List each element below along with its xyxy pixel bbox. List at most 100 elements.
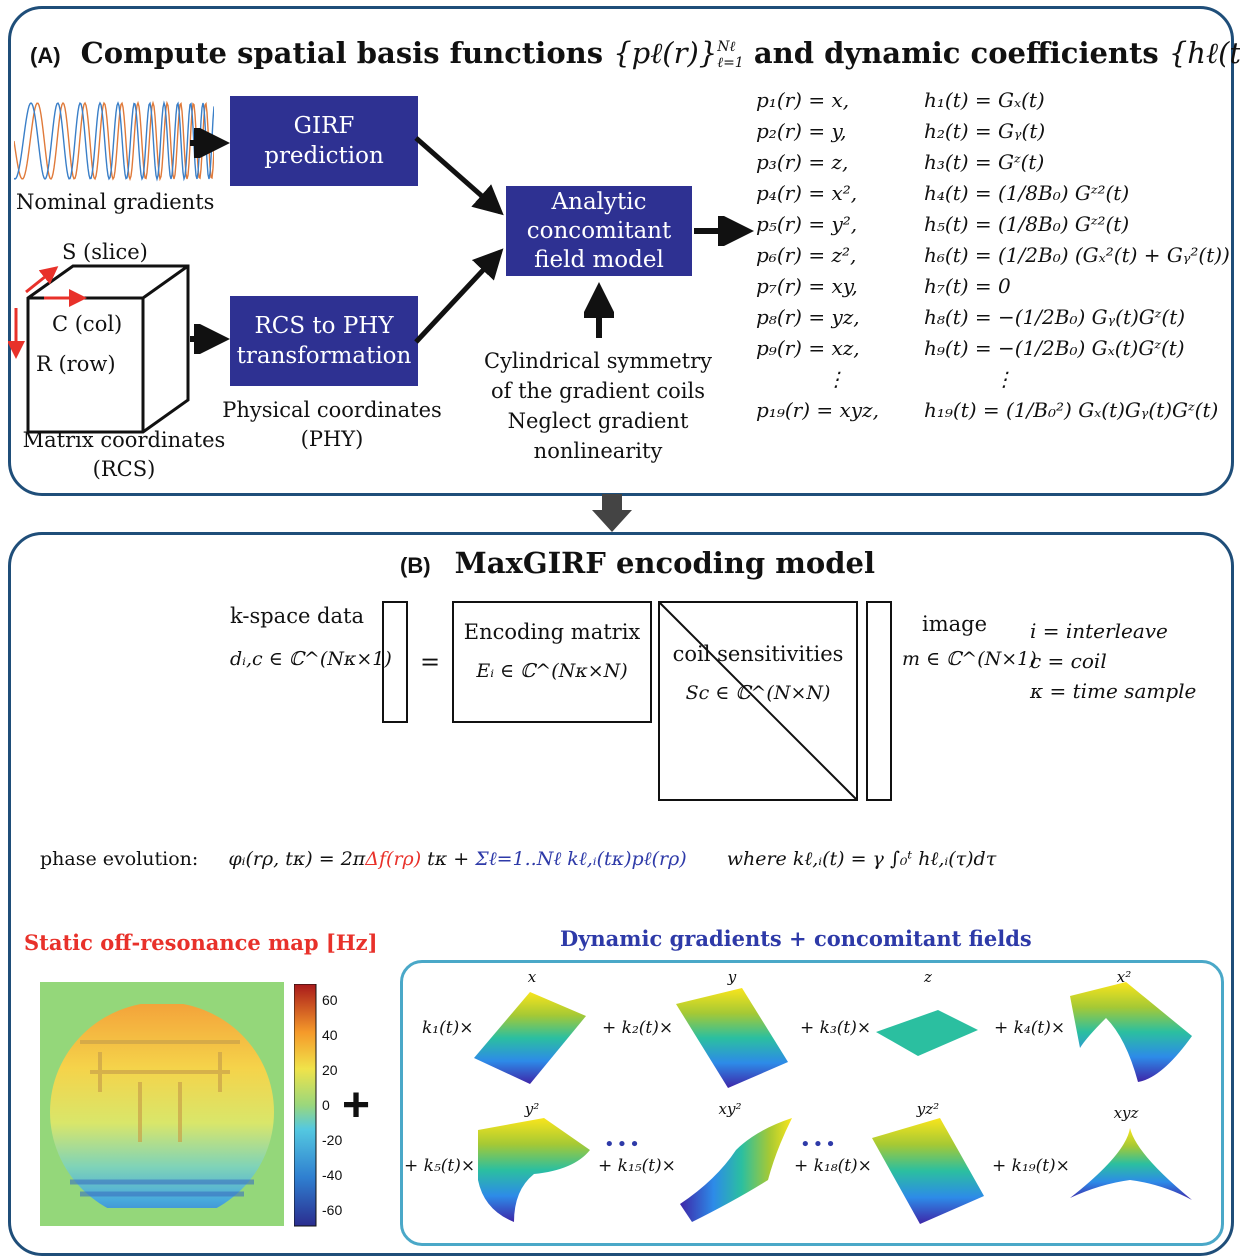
assumption-line4: nonlinearity <box>533 439 663 463</box>
term-k3: + k₃(t)× <box>800 1018 872 1038</box>
offres-title: Static off-resonance map [Hz] <box>24 930 378 955</box>
slice-axis-label: S (slice) <box>62 240 148 264</box>
matrix-coords-line2: (RCS) <box>92 457 156 481</box>
surface-y2 <box>478 1118 590 1222</box>
equals-sign: = <box>420 648 441 676</box>
basis-h-19: h₁₉(t) = (1/B₀²) Gₓ(t)Gᵧ(t)Gᶻ(t) <box>924 398 1219 422</box>
basis-p-2: p₂(r) = y, <box>756 119 847 143</box>
panel-a-title-mid: and dynamic coefficients <box>753 36 1159 70</box>
colorbar-tick-40: 40 <box>322 1027 338 1043</box>
rcs-box-line1: RCS to PHY <box>254 313 394 339</box>
assumption-line3: Neglect gradient <box>507 409 689 433</box>
colorbar-tick-neg20: -20 <box>322 1132 343 1148</box>
phase-where: where kℓ,ᵢ(t) = γ ∫₀ᵗ hℓ,ᵢ(τ)dτ <box>726 848 997 870</box>
matrix-coordinates-label: Matrix coordinates (RCS) <box>18 426 230 484</box>
basis-label-xy2: xy² <box>718 1100 742 1118</box>
image-vector <box>866 601 892 801</box>
surface-xyz <box>1070 1128 1192 1200</box>
term-k18: + k₁₈(t)× <box>794 1156 872 1176</box>
basis-h-ellipsis: ⋮ <box>994 367 1014 391</box>
basis-label-x2: x² <box>1116 968 1132 986</box>
ellipsis-1: ••• <box>604 1134 642 1155</box>
basis-p-7: p₇(r) = xy, <box>756 274 858 298</box>
offres-colorbar <box>294 984 317 1227</box>
arrow-cube-to-rcs <box>190 324 230 354</box>
term-k19: + k₁₉(t)× <box>992 1156 1070 1176</box>
basis-p-ellipsis: ⋮ <box>826 367 846 391</box>
panel-a-title: (A) Compute spatial basis functions {pℓ(… <box>30 36 1240 71</box>
panel-a-title-main: Compute spatial basis functions <box>80 36 604 70</box>
term-k4: + k₄(t)× <box>994 1018 1066 1038</box>
arrow-model-to-basis <box>694 216 754 246</box>
physical-coords-line2: (PHY) <box>300 427 364 451</box>
matrix-coords-line1: Matrix coordinates <box>22 428 226 452</box>
basis-p-6: p₆(r) = z², <box>756 243 857 267</box>
basis-label-y: y <box>727 968 737 986</box>
assumption-line1: Cylindrical symmetry <box>484 349 712 373</box>
surface-yz2 <box>872 1118 984 1224</box>
basis-h-9: h₉(t) = −(1/2B₀) Gₓ(t)Gᶻ(t) <box>924 336 1185 360</box>
basis-p-4: p₄(r) = x², <box>756 181 858 205</box>
basis-h-5: h₅(t) = (1/8B₀) Gᶻ²(t) <box>924 212 1130 236</box>
coil-matrix-diagonal <box>659 602 857 800</box>
physical-coordinates-label: Physical coordinates (PHY) <box>214 396 450 454</box>
basis-h-1: h₁(t) = Gₓ(t) <box>924 88 1045 112</box>
assumption-line2: of the gradient coils <box>491 379 705 403</box>
dynamic-fields-box <box>400 960 1224 1246</box>
phase-lhs: φᵢ(rρ, tκ) = 2π <box>228 848 366 870</box>
nominal-gradients-waveform <box>14 100 214 182</box>
nominal-gradients-label: Nominal gradients <box>16 190 215 214</box>
surface-z <box>876 1010 978 1056</box>
term-k2: + k₂(t)× <box>602 1018 674 1038</box>
basis-p-19: p₁₉(r) = xyz, <box>756 398 879 422</box>
rcs-box-line2: transformation <box>236 343 412 369</box>
panel-b-title-text: MaxGIRF encoding model <box>454 546 876 580</box>
basis-label-z: z <box>924 968 932 986</box>
basis-p-column: p₁(r) = x, p₂(r) = y, p₃(r) = z, p₄(r) =… <box>756 88 879 429</box>
phase-sum-term: Σℓ=1..Nℓ kℓ,ᵢ(tκ)pℓ(rρ) <box>475 848 687 870</box>
colorbar-tick-20: 20 <box>322 1062 338 1078</box>
assumptions-text: Cylindrical symmetry of the gradient coi… <box>468 346 728 466</box>
basis-p-8: p₈(r) = yz, <box>756 305 860 329</box>
col-axis-label: C (col) <box>52 312 123 336</box>
basis-h-7: h₇(t) = 0 <box>924 274 1011 298</box>
dynamic-fields-title: Dynamic gradients + concomitant fields <box>560 926 1032 951</box>
panel-a-title-sub1: ℓ=1 <box>717 55 744 71</box>
term-k1: k₁(t)× <box>422 1018 474 1038</box>
panel-b-title: (B) MaxGIRF encoding model <box>400 546 875 580</box>
index-legend: i = interleave c = coil κ = time sample <box>1030 616 1196 706</box>
surface-y <box>676 988 788 1088</box>
coil-sensitivity-matrix <box>658 601 858 801</box>
legend-time-sample: κ = time sample <box>1030 679 1197 703</box>
analytic-concomitant-field-model-box: Analytic concomitant field model <box>506 186 692 276</box>
model-box-line2: concomitant <box>526 217 672 244</box>
slice-axis-arrow <box>25 266 59 294</box>
basis-h-3: h₃(t) = Gᶻ(t) <box>924 150 1045 174</box>
panel-a-title-sup1: Nℓ <box>717 39 736 55</box>
rcs-to-phy-box: RCS to PHY transformation <box>230 296 418 386</box>
legend-interleave: i = interleave <box>1030 619 1168 643</box>
phase-offres-term: Δf(rρ) <box>365 848 422 870</box>
girf-prediction-box: GIRF prediction <box>230 96 418 186</box>
surface-xy2 <box>680 1118 792 1222</box>
basis-label-y2: y² <box>524 1100 540 1118</box>
panel-a-title-set2: {hℓ(t)} <box>1168 36 1240 70</box>
colorbar-tick-60: 60 <box>322 992 338 1008</box>
phase-evolution-equation: phase evolution: φᵢ(rρ, tκ) = 2πΔf(rρ) t… <box>40 848 996 871</box>
girf-box-line2: prediction <box>264 143 384 169</box>
model-box-line3: field model <box>534 246 664 273</box>
coil-label: coil sensitivities <box>672 642 844 666</box>
basis-p-3: p₃(r) = z, <box>756 150 849 174</box>
row-axis-label: R (row) <box>36 352 116 376</box>
surface-x <box>474 992 586 1084</box>
panel-b <box>8 532 1234 1256</box>
offres-map <box>40 982 284 1226</box>
panel-a-tag: (A) <box>30 43 61 68</box>
basis-label-yz2: yz² <box>916 1100 940 1118</box>
basis-h-4: h₄(t) = (1/8B₀) Gᶻ²(t) <box>924 181 1130 205</box>
girf-box-line1: GIRF <box>293 113 355 139</box>
phase-label: phase evolution: <box>40 848 199 870</box>
panel-b-tag: (B) <box>400 553 431 578</box>
encoding-matrix <box>452 601 652 723</box>
surface-x2 <box>1070 982 1192 1082</box>
